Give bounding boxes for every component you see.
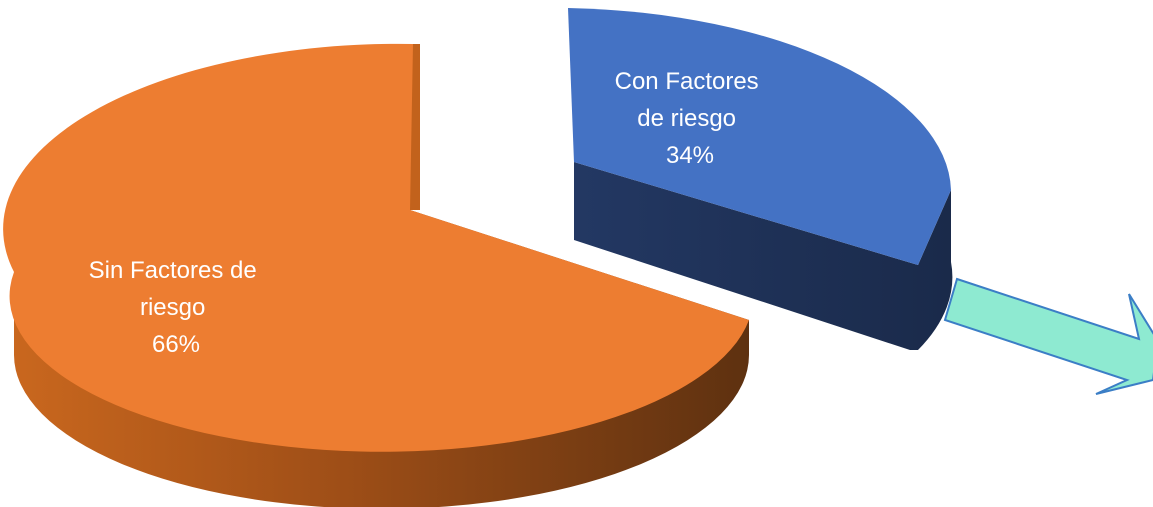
slice-sin-factores-back-wall: [410, 44, 420, 210]
slice-con-factores-side: [574, 162, 953, 350]
slice-con-factores-top: [568, 8, 951, 265]
slice-label-sin-factores: Sin Factores de riesgo 66%: [89, 257, 264, 358]
arrow-right-down-icon: [943, 277, 1153, 395]
slice-con-factores: Con Factores de riesgo 34%: [568, 8, 953, 350]
slice-sin-factores-top: [3, 43, 750, 452]
slice-label-con-factores: Con Factores de riesgo 34%: [615, 68, 766, 169]
slice-sin-factores: [3, 43, 750, 507]
